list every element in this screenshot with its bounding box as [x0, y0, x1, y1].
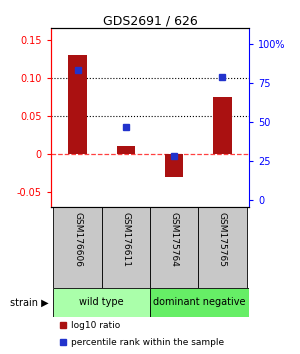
Bar: [213, 97, 232, 154]
Text: wild type: wild type: [80, 297, 124, 307]
Text: GSM176606: GSM176606: [73, 212, 82, 267]
Text: percentile rank within the sample: percentile rank within the sample: [71, 338, 224, 347]
Text: dominant negative: dominant negative: [153, 297, 246, 307]
Bar: [102, 207, 150, 288]
Text: log10 ratio: log10 ratio: [71, 321, 120, 330]
Text: GSM175764: GSM175764: [169, 212, 178, 267]
Bar: [198, 207, 247, 288]
Bar: [150, 207, 198, 288]
Bar: [150, 288, 249, 317]
Text: GSM176611: GSM176611: [122, 212, 130, 267]
Title: GDS2691 / 626: GDS2691 / 626: [103, 14, 197, 27]
Text: GSM175765: GSM175765: [218, 212, 227, 267]
Bar: [165, 154, 183, 177]
Bar: [53, 288, 150, 317]
Bar: [68, 55, 87, 154]
Bar: [53, 207, 102, 288]
Bar: [117, 146, 135, 154]
Text: strain ▶: strain ▶: [10, 297, 49, 307]
